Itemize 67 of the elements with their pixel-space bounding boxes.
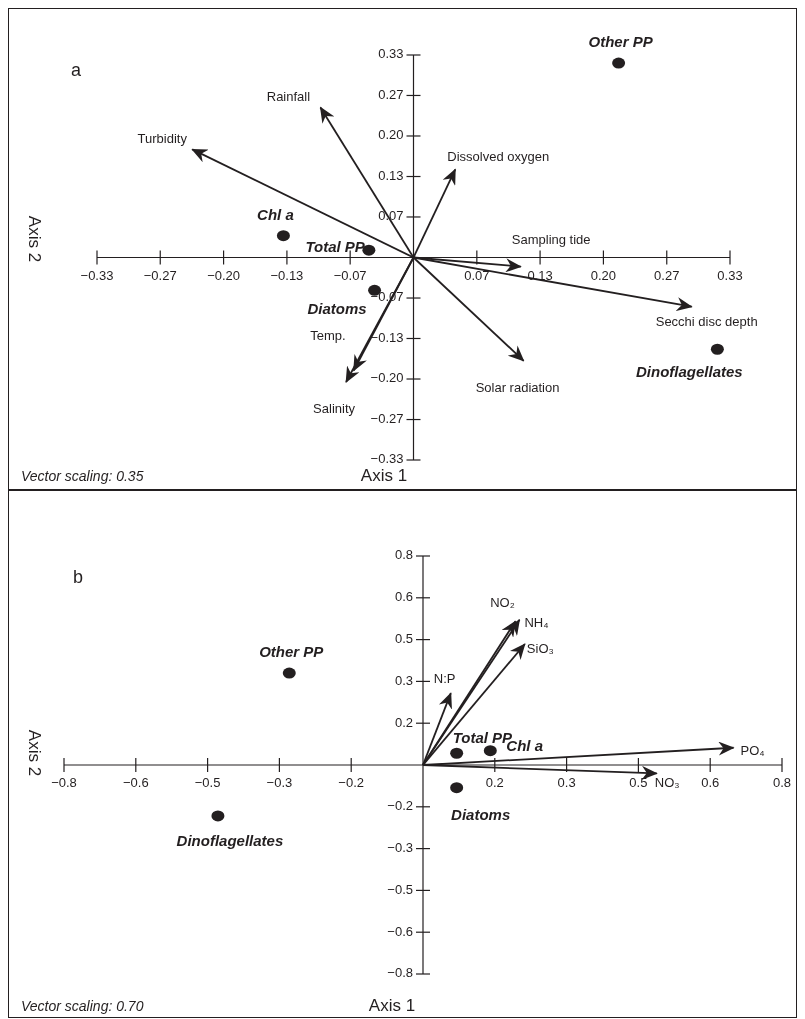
- series-label: NO₂: [490, 594, 515, 610]
- y-tick-label: 0.27: [378, 86, 404, 102]
- series-label: Dissolved oxygen: [447, 148, 550, 164]
- y-tick-label: −0.3: [387, 840, 413, 856]
- y-tick-label: 0.6: [394, 589, 413, 605]
- y-axis-title: Axis 2: [24, 729, 44, 777]
- series-label: Rainfall: [266, 88, 311, 104]
- x-tick-label: 0.5: [629, 775, 648, 790]
- series-label: Other PP: [259, 643, 325, 661]
- x-tick-label: −0.07: [333, 267, 367, 283]
- y-tick-label: 0.3: [394, 672, 413, 688]
- x-axis-title: Axis 1: [368, 996, 416, 1015]
- x-tick-label: −0.2: [338, 775, 365, 790]
- y-tick-label: 0.33: [378, 46, 404, 62]
- x-axis-title: Axis 1: [360, 466, 408, 485]
- series-label: Secchi disc depth: [655, 314, 758, 330]
- y-tick-label: −0.27: [370, 410, 404, 426]
- series-label: Other PP: [588, 33, 654, 51]
- y-tick-label: −0.2: [387, 798, 413, 814]
- x-tick-label: −0.27: [143, 267, 177, 283]
- x-tick-label: 0.8: [772, 775, 792, 790]
- y-axis-title: Axis 2: [24, 215, 44, 263]
- x-tick-label: 0.20: [590, 267, 617, 283]
- y-tick-label: −0.8: [387, 965, 413, 981]
- y-tick-label: 0.13: [378, 167, 404, 183]
- y-tick-label: −0.6: [387, 923, 413, 939]
- y-tick-label: 0.5: [394, 631, 413, 647]
- series-label: Temp.: [310, 327, 346, 343]
- series-label: PO₄: [740, 743, 765, 759]
- x-tick-label: 0.2: [485, 775, 504, 790]
- x-tick-label: −0.20: [207, 267, 241, 283]
- series-label: Chl a: [257, 205, 294, 223]
- x-tick-label: 0.07: [464, 267, 490, 283]
- y-tick-label: 0.2: [394, 714, 413, 730]
- text: b: [73, 567, 84, 587]
- series-label: NO₃: [654, 774, 680, 790]
- x-tick-label: 0.3: [557, 775, 576, 790]
- text: Vector scaling: 0.70: [21, 998, 144, 1014]
- x-tick-label: 0.6: [701, 775, 720, 790]
- series-label: Total PP: [305, 238, 366, 256]
- series-label: SiO₃: [526, 641, 554, 657]
- x-tick-label: −0.6: [122, 775, 149, 790]
- chart-title: a: [71, 60, 82, 80]
- series-label: Diatoms: [451, 805, 511, 823]
- text: Vector scaling: 0.35: [21, 468, 144, 484]
- x-tick-label: −0.13: [270, 267, 304, 283]
- series-label: Diatoms: [307, 300, 367, 318]
- series-label: NH₄: [524, 615, 549, 631]
- x-tick-label: −0.8: [51, 775, 77, 790]
- x-tick-label: −0.33: [80, 267, 114, 283]
- x-tick-label: −0.5: [194, 775, 221, 790]
- series-label: N:P: [433, 670, 456, 686]
- y-tick-label: 0.20: [378, 127, 404, 143]
- x-tick-label: 0.33: [717, 267, 743, 283]
- series-label: Turbidity: [137, 130, 188, 146]
- x-tick-label: −0.3: [266, 775, 293, 790]
- y-tick-label: −0.5: [387, 881, 413, 897]
- y-tick-label: −0.33: [370, 451, 404, 467]
- y-tick-label: −0.13: [370, 329, 404, 345]
- y-tick-label: 0.8: [394, 547, 413, 563]
- y-tick-label: −0.20: [370, 370, 404, 386]
- series-label: Dinoflagellates: [636, 363, 743, 381]
- series-label: Dinoflagellates: [176, 831, 284, 849]
- x-tick-label: 0.27: [654, 267, 680, 283]
- series-label: Sampling tide: [511, 232, 591, 248]
- series-label: Salinity: [313, 401, 356, 417]
- text: Solar radiation: [475, 380, 560, 396]
